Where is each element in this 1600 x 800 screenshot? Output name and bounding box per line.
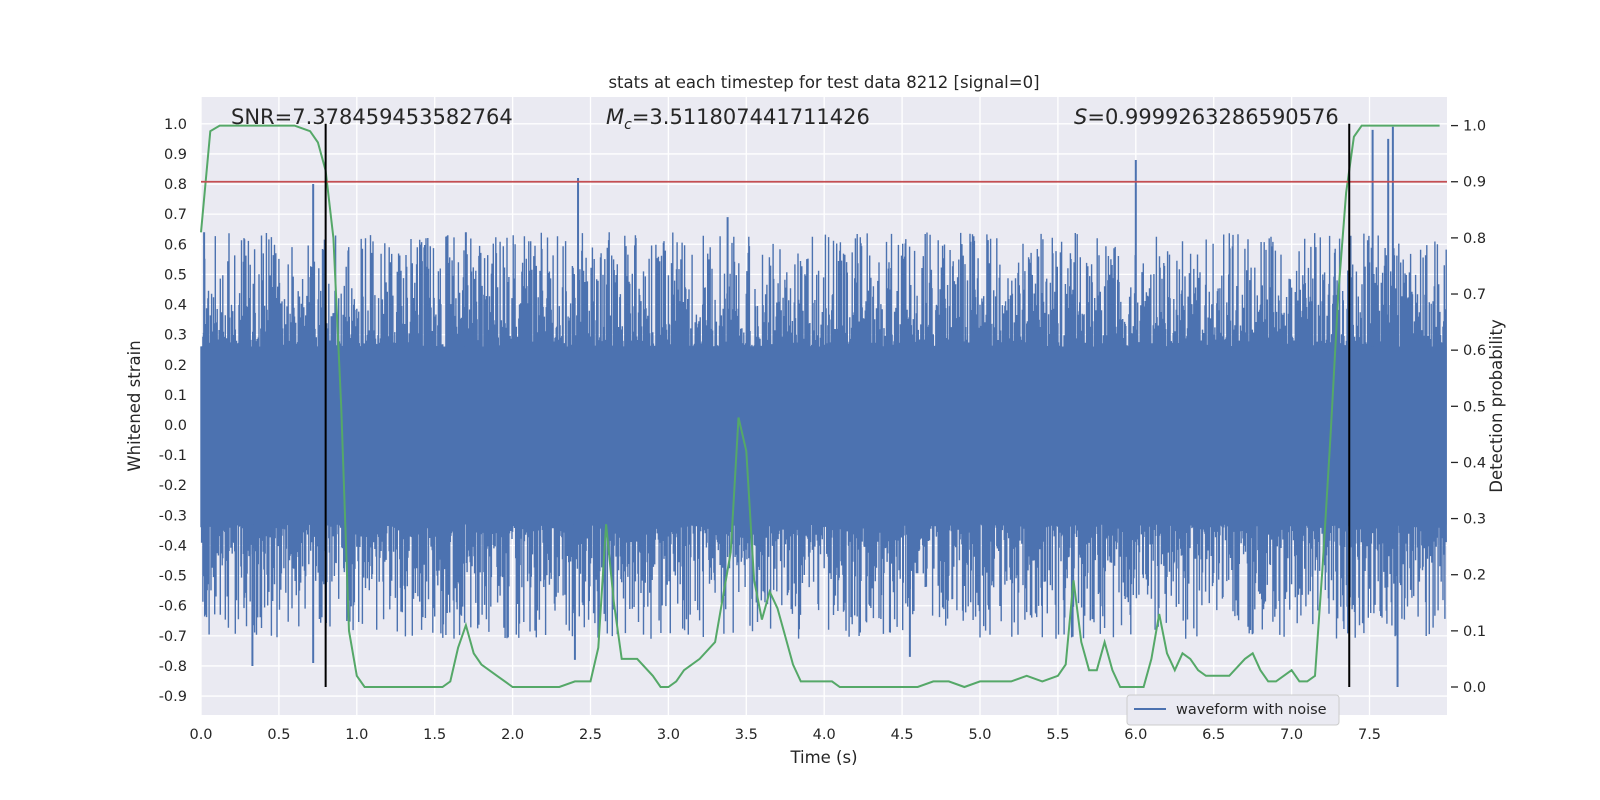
chirp-mass-annotation: Mc=3.511807441711426: [606, 105, 870, 133]
x-tick-label: 3.5: [735, 727, 758, 743]
y2-tick-label: 0.3: [1463, 512, 1486, 528]
y-tick-label: 0.7: [164, 207, 187, 223]
s-value: =0.9999263286590576: [1087, 105, 1338, 129]
legend-label: waveform with noise: [1176, 702, 1327, 718]
y2-tick-label: 1.0: [1463, 119, 1486, 135]
y-tick-label: -0.7: [159, 629, 187, 645]
y-tick-label: 0.0: [164, 418, 187, 434]
s-symbol: S: [1074, 105, 1087, 129]
y-tick-label: 0.6: [164, 237, 187, 253]
x-tick-label: 2.5: [579, 727, 602, 743]
ticks: 0.0 0.5 1.0 1.5 2.0 2.5 3.0 3.5 4.0 4.5 5.0 5.5 6.0 6…: [159, 117, 1486, 743]
detection-probability-line: [200, 124, 1440, 689]
x-tick-label: 5.0: [968, 727, 991, 743]
s-annotation: S=0.9999263286590576: [1074, 105, 1339, 129]
chirp-mass-subscript: c: [624, 117, 632, 133]
y-tick-label: 0.2: [164, 358, 187, 374]
snr-annotation: SNR=7.378459453582764: [231, 105, 513, 129]
y-tick-label: -0.2: [159, 478, 187, 494]
x-tick-label: 1.5: [423, 727, 446, 743]
y2-tick-label: 0.1: [1463, 624, 1486, 640]
legend: waveform with noise: [1126, 694, 1340, 726]
y-tick-label: 0.8: [164, 177, 187, 193]
y-tick-label: 1.0: [164, 117, 187, 133]
y-tick-label: 0.9: [164, 147, 187, 163]
y-tick-label: 0.3: [164, 328, 187, 344]
y-tick-label: -0.6: [159, 599, 187, 615]
x-tick-label: 7.5: [1358, 727, 1381, 743]
y2-tick-label: 0.9: [1463, 175, 1486, 191]
y2-tick-label: 0.7: [1463, 287, 1486, 303]
y-tick-label: 0.4: [164, 298, 187, 314]
x-tick-label: 1.0: [345, 727, 368, 743]
series-detection-probability: [200, 124, 1440, 689]
chirp-mass-symbol: M: [606, 105, 624, 129]
y-tick-label: -0.4: [159, 538, 187, 554]
y2-tick-label: 0.4: [1463, 455, 1486, 471]
series-waveform-with-noise: [200, 126, 1447, 688]
y2-tick-label: 0.0: [1463, 680, 1486, 696]
chart-title: stats at each timestep for test data 821…: [608, 73, 1039, 92]
x-tick-label: 5.5: [1046, 727, 1069, 743]
x-tick-label: 6.5: [1202, 727, 1225, 743]
legend-box: [1126, 694, 1340, 726]
y-tick-label: -0.9: [159, 689, 187, 705]
x-tick-label: 6.0: [1124, 727, 1147, 743]
y-tick-label: -0.1: [159, 448, 187, 464]
x-tick-label: 7.0: [1280, 727, 1303, 743]
reference-lines: [201, 123, 1447, 687]
y-tick-label: -0.3: [159, 508, 187, 524]
y2-tick-label: 0.6: [1463, 343, 1486, 359]
y-tick-label: -0.5: [159, 569, 187, 585]
y-tick-label: -0.8: [159, 659, 187, 675]
y-axis-label: Whitened strain: [125, 340, 144, 471]
y2-axis-label: Detection probability: [1487, 319, 1506, 493]
x-tick-label: 0.0: [189, 727, 212, 743]
x-tick-label: 2.0: [501, 727, 524, 743]
x-tick-label: 4.0: [813, 727, 836, 743]
y-tick-label: 0.1: [164, 388, 187, 404]
x-tick-label: 4.5: [891, 727, 914, 743]
x-axis-label: Time (s): [789, 748, 857, 767]
noise-core: [201, 346, 1447, 525]
x-tick-label: 0.5: [267, 727, 290, 743]
x-tick-label: 3.0: [657, 727, 680, 743]
chirp-mass-value: =3.511807441711426: [632, 105, 870, 129]
y2-tick-label: 0.5: [1463, 399, 1486, 415]
y2-tick-label: 0.8: [1463, 231, 1486, 247]
y2-tick-label: 0.2: [1463, 568, 1486, 584]
y-tick-label: 0.5: [164, 267, 187, 283]
